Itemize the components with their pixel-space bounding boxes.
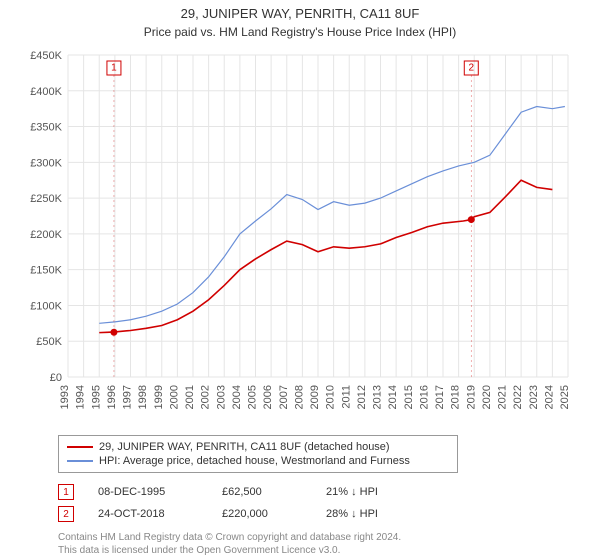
svg-text:£250K: £250K: [30, 193, 62, 205]
chart-plot: £0 £50K £100K £150K £200K £250K £300K £350K £400…: [20, 47, 580, 427]
svg-text:£450K: £450K: [30, 50, 62, 62]
footer-line: This data is licensed under the Open Gov…: [58, 544, 590, 557]
svg-text:2019: 2019: [465, 385, 477, 409]
svg-text:2017: 2017: [434, 385, 446, 409]
svg-text:2015: 2015: [403, 385, 415, 409]
svg-text:2000: 2000: [168, 385, 180, 409]
sale-price: £220,000: [222, 508, 302, 520]
svg-text:2022: 2022: [512, 385, 524, 409]
chart-container: 29, JUNIPER WAY, PENRITH, CA11 8UF Price…: [0, 0, 600, 560]
sale-marker-icon: 1: [58, 484, 74, 500]
sale-date: 24-OCT-2018: [98, 508, 198, 520]
svg-text:2003: 2003: [215, 385, 227, 409]
svg-text:2006: 2006: [262, 385, 274, 409]
svg-text:2005: 2005: [247, 385, 259, 409]
svg-text:2008: 2008: [293, 385, 305, 409]
svg-text:2001: 2001: [184, 385, 196, 409]
svg-text:1998: 1998: [137, 385, 149, 409]
svg-text:2018: 2018: [450, 385, 462, 409]
svg-text:2002: 2002: [200, 385, 212, 409]
legend-item: 29, JUNIPER WAY, PENRITH, CA11 8UF (deta…: [67, 440, 449, 454]
svg-text:£400K: £400K: [30, 86, 62, 98]
legend-swatch-icon: [67, 460, 93, 462]
sale-diff: 28% ↓ HPI: [326, 508, 416, 520]
footer: Contains HM Land Registry data © Crown c…: [58, 531, 590, 557]
sale-marker-icon: 2: [58, 506, 74, 522]
svg-text:1999: 1999: [153, 385, 165, 409]
footer-line: Contains HM Land Registry data © Crown c…: [58, 531, 590, 544]
sales-table: 1 08-DEC-1995 £62,500 21% ↓ HPI 2 24-OCT…: [58, 481, 590, 525]
svg-text:1995: 1995: [90, 385, 102, 409]
svg-text:1994: 1994: [75, 385, 87, 409]
svg-text:£150K: £150K: [30, 265, 62, 277]
svg-text:1: 1: [111, 63, 117, 74]
legend-label: HPI: Average price, detached house, West…: [99, 455, 410, 467]
svg-text:2004: 2004: [231, 385, 243, 409]
sale-row: 2 24-OCT-2018 £220,000 28% ↓ HPI: [58, 503, 590, 525]
sale-price: £62,500: [222, 486, 302, 498]
svg-text:£300K: £300K: [30, 157, 62, 169]
svg-text:£50K: £50K: [36, 336, 62, 348]
sale-date: 08-DEC-1995: [98, 486, 198, 498]
chart-svg: £0 £50K £100K £150K £200K £250K £300K £350K £400…: [20, 47, 580, 427]
svg-text:2020: 2020: [481, 385, 493, 409]
legend-swatch-icon: [67, 446, 93, 448]
svg-text:1996: 1996: [106, 385, 118, 409]
sale-row: 1 08-DEC-1995 £62,500 21% ↓ HPI: [58, 481, 590, 503]
legend-item: HPI: Average price, detached house, West…: [67, 454, 449, 468]
svg-text:2013: 2013: [372, 385, 384, 409]
svg-text:2016: 2016: [418, 385, 430, 409]
svg-text:2010: 2010: [325, 385, 337, 409]
svg-text:2: 2: [469, 63, 475, 74]
svg-text:2025: 2025: [559, 385, 571, 409]
svg-text:1997: 1997: [122, 385, 134, 409]
svg-text:1993: 1993: [59, 385, 71, 409]
chart-title: 29, JUNIPER WAY, PENRITH, CA11 8UF: [10, 6, 590, 21]
svg-text:2023: 2023: [528, 385, 540, 409]
svg-text:2012: 2012: [356, 385, 368, 409]
svg-text:£350K: £350K: [30, 122, 62, 134]
svg-text:£0: £0: [50, 372, 62, 384]
legend-label: 29, JUNIPER WAY, PENRITH, CA11 8UF (deta…: [99, 441, 390, 453]
svg-text:2024: 2024: [543, 385, 555, 409]
svg-text:£100K: £100K: [30, 300, 62, 312]
svg-text:2007: 2007: [278, 385, 290, 409]
legend: 29, JUNIPER WAY, PENRITH, CA11 8UF (deta…: [58, 435, 458, 473]
svg-text:£200K: £200K: [30, 229, 62, 241]
svg-text:2011: 2011: [340, 385, 352, 409]
svg-text:2021: 2021: [497, 385, 509, 409]
svg-text:2014: 2014: [387, 385, 399, 409]
sale-diff: 21% ↓ HPI: [326, 486, 416, 498]
svg-text:2009: 2009: [309, 385, 321, 409]
chart-subtitle: Price paid vs. HM Land Registry's House …: [10, 25, 590, 39]
